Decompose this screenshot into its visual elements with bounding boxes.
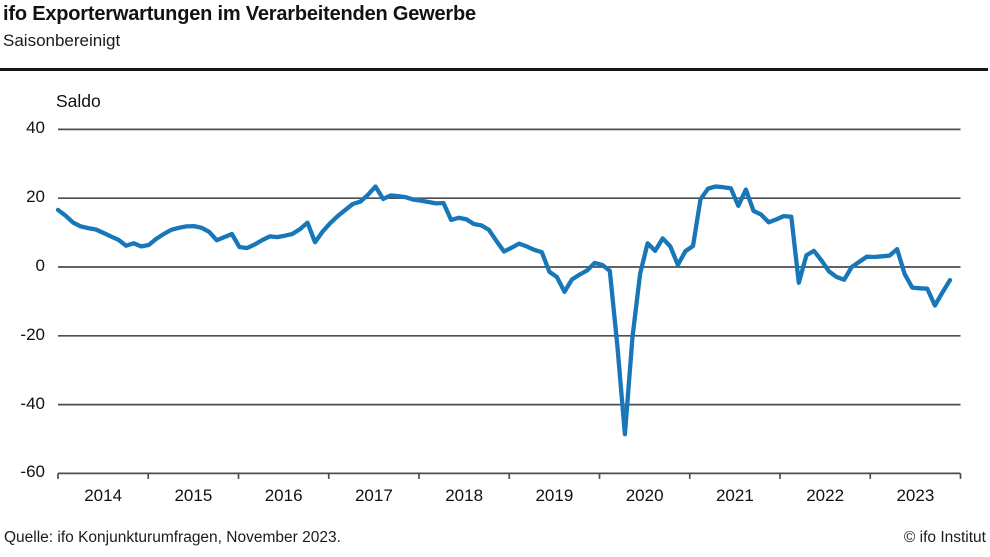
y-tick-label: -60 (20, 462, 45, 482)
x-tick-label: 2023 (896, 486, 935, 505)
y-tick-label: 20 (26, 187, 45, 207)
x-tick-label: 2022 (806, 486, 845, 505)
x-tick-label: 2021 (715, 486, 754, 505)
x-tick-label: 2019 (535, 486, 574, 505)
x-tick-label: 2020 (625, 486, 664, 505)
source-note: Quelle: ifo Konjunkturumfragen, November… (4, 529, 341, 546)
y-tick-label: -40 (20, 393, 45, 413)
x-tick-label: 2017 (354, 486, 393, 505)
x-tick-label: 2014 (84, 486, 123, 505)
y-tick-label: 40 (26, 118, 45, 138)
copyright-note: © ifo Institut (903, 529, 986, 546)
x-tick-label: 2018 (445, 486, 484, 505)
y-tick-label: -20 (20, 324, 45, 344)
y-axis-unit-label: Saldo (56, 91, 101, 111)
x-tick-label: 2016 (264, 486, 303, 505)
page-subtitle: Saisonbereinigt (3, 31, 121, 50)
x-tick-label: 2015 (174, 486, 213, 505)
header-divider (0, 68, 988, 71)
data-line-exporterwartungen (55, 184, 953, 437)
y-tick-label: 0 (35, 256, 45, 276)
page-title: ifo Exporterwartungen im Verarbeitenden … (3, 3, 476, 25)
